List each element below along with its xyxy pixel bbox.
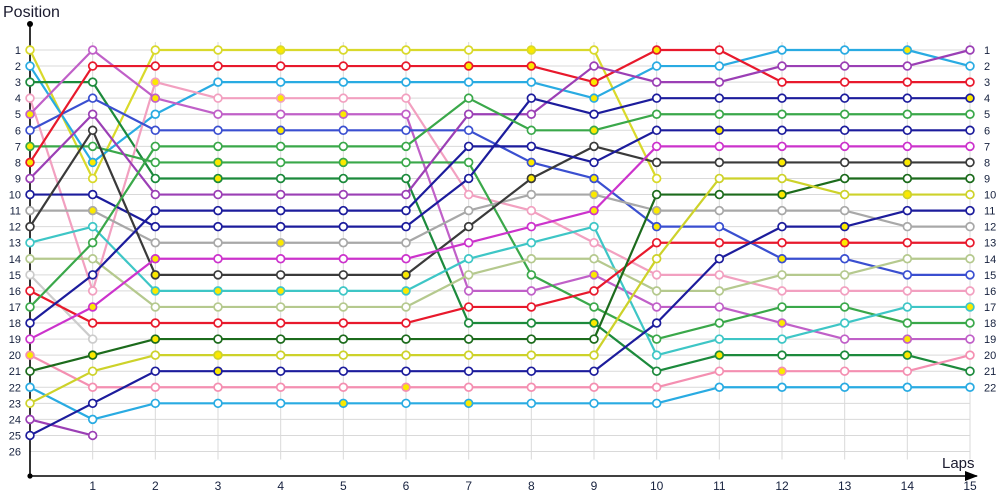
svg-text:21: 21	[9, 366, 21, 378]
svg-text:13: 13	[838, 479, 852, 493]
svg-text:11: 11	[984, 206, 995, 218]
svg-text:8: 8	[984, 157, 990, 169]
svg-text:15: 15	[984, 270, 996, 282]
svg-text:2: 2	[15, 61, 21, 73]
svg-text:22: 22	[984, 382, 996, 394]
svg-text:24: 24	[9, 414, 21, 426]
svg-text:4: 4	[277, 479, 284, 493]
svg-text:22: 22	[9, 382, 21, 394]
svg-text:3: 3	[215, 479, 222, 493]
svg-text:17: 17	[9, 302, 21, 314]
svg-text:13: 13	[9, 238, 21, 250]
svg-text:18: 18	[984, 318, 996, 330]
svg-text:8: 8	[528, 479, 535, 493]
svg-text:10: 10	[650, 479, 664, 493]
svg-text:4: 4	[15, 93, 21, 105]
svg-text:3: 3	[15, 77, 21, 89]
svg-text:9: 9	[984, 173, 990, 185]
svg-text:5: 5	[984, 109, 990, 121]
svg-text:15: 15	[9, 270, 21, 282]
svg-text:14: 14	[9, 254, 21, 266]
svg-text:15: 15	[963, 479, 977, 493]
svg-text:20: 20	[984, 350, 996, 362]
svg-text:7: 7	[984, 141, 990, 153]
svg-text:20: 20	[9, 350, 21, 362]
svg-text:18: 18	[9, 318, 21, 330]
svg-text:6: 6	[403, 479, 410, 493]
svg-text:6: 6	[15, 125, 21, 137]
svg-text:1: 1	[15, 45, 21, 57]
svg-text:4: 4	[984, 93, 990, 105]
svg-text:16: 16	[984, 286, 996, 298]
svg-text:5: 5	[15, 109, 21, 121]
svg-text:14: 14	[901, 479, 915, 493]
svg-text:2: 2	[984, 61, 990, 73]
svg-text:19: 19	[984, 334, 996, 346]
svg-text:10: 10	[984, 190, 996, 202]
svg-text:23: 23	[9, 398, 21, 410]
svg-text:2: 2	[152, 479, 159, 493]
svg-text:6: 6	[984, 125, 990, 137]
svg-text:12: 12	[984, 222, 996, 234]
svg-text:26: 26	[9, 447, 21, 459]
svg-text:5: 5	[340, 479, 347, 493]
svg-text:11: 11	[713, 479, 726, 493]
svg-text:19: 19	[9, 334, 21, 346]
svg-text:16: 16	[9, 286, 21, 298]
svg-text:1: 1	[984, 45, 990, 57]
svg-text:11: 11	[10, 206, 21, 218]
svg-text:12: 12	[775, 479, 789, 493]
svg-text:7: 7	[15, 141, 21, 153]
svg-text:1: 1	[89, 479, 96, 493]
svg-text:21: 21	[984, 366, 996, 378]
svg-text:9: 9	[591, 479, 598, 493]
svg-text:8: 8	[15, 157, 21, 169]
svg-text:14: 14	[984, 254, 996, 266]
svg-text:17: 17	[984, 302, 996, 314]
svg-text:10: 10	[9, 190, 21, 202]
svg-text:7: 7	[465, 479, 472, 493]
svg-text:3: 3	[984, 77, 990, 89]
svg-text:25: 25	[9, 430, 21, 442]
svg-text:12: 12	[9, 222, 21, 234]
svg-text:13: 13	[984, 238, 996, 250]
svg-text:9: 9	[15, 173, 21, 185]
